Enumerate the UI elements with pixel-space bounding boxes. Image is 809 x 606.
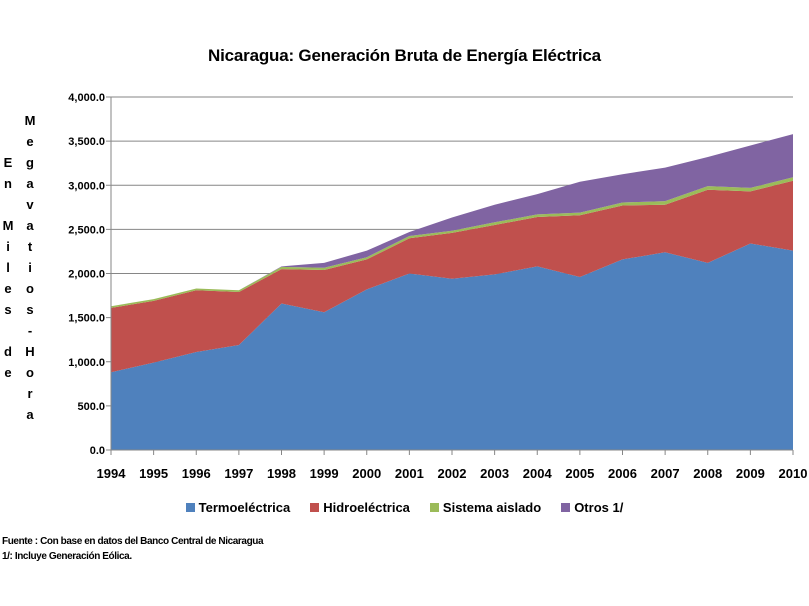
axis-label-letter: s [4, 302, 12, 317]
x-tick-label: 2004 [523, 466, 553, 481]
axis-label-letter: d [4, 344, 12, 359]
chart-title: Nicaragua: Generación Bruta de Energía E… [208, 46, 601, 65]
x-tick-label: 1995 [139, 466, 168, 481]
area-series-otros-1 [111, 134, 793, 307]
axis-label-letter: e [26, 134, 34, 149]
area-series-sistema-aislado [111, 177, 793, 308]
axis-label-letter: v [26, 197, 34, 212]
y-tick-label: 500.0 [77, 401, 105, 413]
x-tick-label: 2005 [565, 466, 594, 481]
axis-label-letter: s [26, 302, 34, 317]
x-tick-label: 2008 [693, 466, 722, 481]
axis-label-letter: g [26, 155, 34, 170]
area-series-termoel-ctrica [111, 243, 793, 450]
axis-label-letter: e [4, 365, 12, 380]
legend-label: Sistema aislado [442, 500, 542, 515]
y-tick-label: 1,000.0 [68, 357, 105, 369]
axis-label-letter: a [26, 218, 34, 233]
legend: Termoeléctrica Hidroeléctrica Sistema aisl… [0, 500, 809, 515]
x-tick-label: 2000 [352, 466, 381, 481]
x-tick-label: 2006 [608, 466, 637, 481]
axis-label-letter: r [27, 386, 33, 401]
x-tick-label: 2002 [438, 466, 467, 481]
axis-label-letter: n [4, 176, 12, 191]
axis-label-letter: i [6, 239, 10, 254]
y-tick-label: 2,000.0 [68, 269, 105, 281]
x-tick-label: 1996 [182, 466, 211, 481]
x-tick-label: 2001 [395, 466, 424, 481]
y-tick-label: 3,000.0 [68, 180, 105, 192]
y-tick-label: 3,500.0 [68, 136, 105, 148]
axis-label-letter: M [24, 113, 36, 128]
y-tick-label: 4,000.0 [68, 92, 105, 104]
axis-label-letter: M [2, 218, 14, 233]
axis-label-letter: H [25, 344, 35, 359]
plot-area: 0.0 500.0 1,000.0 1,500.0 2,000.0 2,500.0 3,00… [68, 92, 808, 481]
axis-label-letter: a [26, 176, 34, 191]
legend-label: Termoeléctrica [198, 500, 291, 515]
legend-item: Sistema aislado [429, 500, 542, 515]
x-tick-label: 2009 [736, 466, 765, 481]
area-series-hidroel-ctrica [111, 180, 793, 373]
x-tick-label: 1997 [224, 466, 253, 481]
x-tick-label: 1999 [310, 466, 339, 481]
legend-item: Termoeléctrica [185, 500, 291, 515]
chart-notes: Fuente : Con base en datos del Banco Cen… [2, 534, 264, 564]
legend-swatch [429, 503, 439, 512]
legend-swatch [310, 503, 320, 512]
axis-label-letter: o [26, 281, 34, 296]
axis-label-letter: o [26, 365, 34, 380]
x-tick-label: 2003 [480, 466, 509, 481]
y-tick-label: 0.0 [90, 445, 105, 457]
legend-item: Hidroeléctrica [310, 500, 410, 515]
legend-item: Otros 1/ [561, 500, 623, 515]
axis-label-letter: t [27, 239, 33, 254]
footnote: 1/: Incluye Generación Eólica. [2, 551, 132, 562]
axis-label-letter: a [26, 407, 34, 422]
y-tick-label: 1,500.0 [68, 313, 105, 325]
legend-swatch [185, 503, 195, 512]
legend-label: Otros 1/ [574, 500, 624, 515]
axis-label-letter: l [6, 260, 10, 275]
x-tick-label: 2007 [651, 466, 680, 481]
x-tick-label: 1998 [267, 466, 296, 481]
y-tick-label: 2,500.0 [68, 224, 105, 236]
x-tick-label: 1994 [97, 466, 127, 481]
axis-label-letter: i [28, 260, 32, 275]
axis-label-letter: e [4, 281, 12, 296]
source-note: Fuente : Con base en datos del Banco Cen… [2, 536, 264, 547]
legend-swatch [561, 503, 571, 512]
legend-label: Hidroeléctrica [323, 500, 410, 515]
axis-label-letter: E [3, 155, 13, 170]
axis-label-letter: - [27, 323, 33, 338]
x-tick-label: 2010 [779, 466, 808, 481]
